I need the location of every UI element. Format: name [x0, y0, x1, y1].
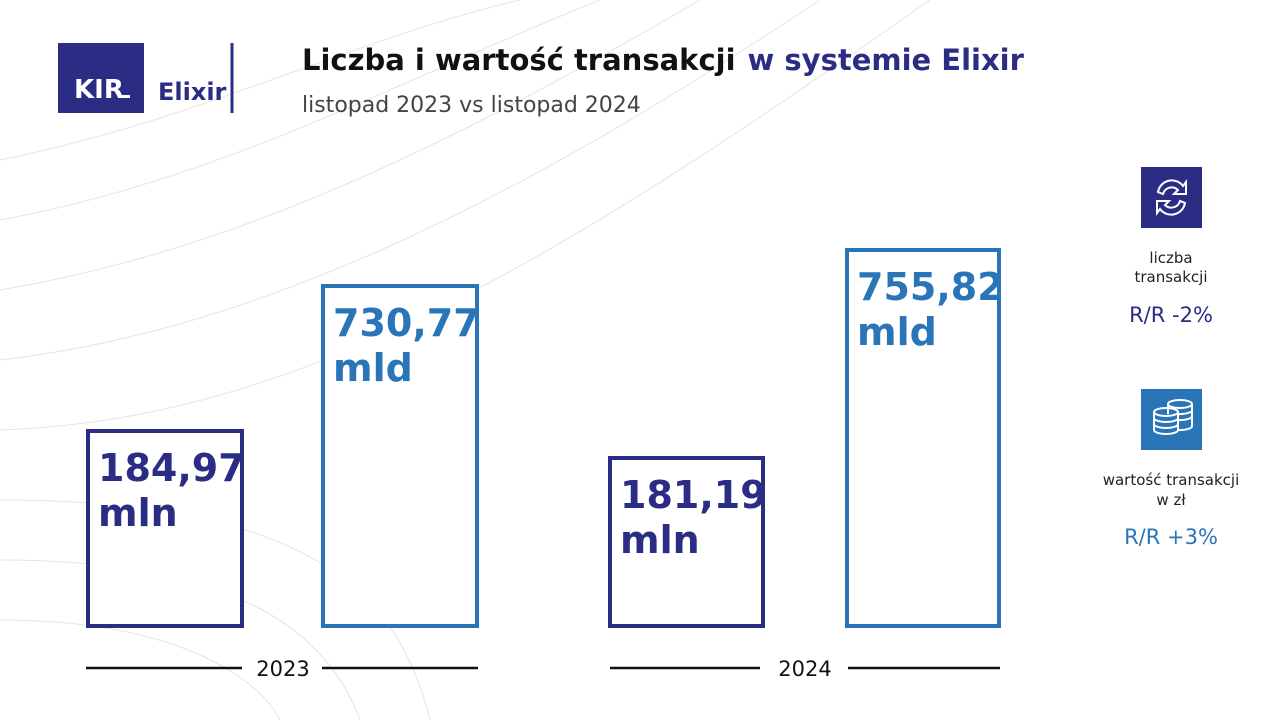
title: Liczba i wartość transakcji w systemie El… — [302, 43, 1025, 77]
icon-transfer — [1141, 167, 1202, 228]
legend-change: R/R +3% — [1124, 525, 1218, 549]
legend-label: wartość transakcji — [1103, 471, 1240, 489]
logo-underscore — [118, 95, 130, 98]
value-number: 730,77 — [333, 301, 480, 345]
value-unit: mln — [620, 518, 700, 562]
icon-transfer-arrows — [1156, 179, 1187, 216]
value-box — [608, 456, 765, 628]
legend-label: liczba — [1149, 249, 1192, 267]
legend-label: transakcji — [1134, 268, 1207, 286]
subtitle: listopad 2023 vs listopad 2024 — [302, 93, 641, 118]
value-unit: mld — [857, 310, 937, 354]
logo-box — [58, 43, 144, 113]
logo-product: Elixir — [158, 78, 227, 106]
value-box — [845, 248, 1001, 628]
value-box — [321, 284, 479, 628]
icon-coins-stack — [1153, 399, 1193, 435]
logo-brand: KIR — [74, 75, 124, 105]
value-number: 755,82 — [857, 265, 1004, 309]
year-label: 2023 — [256, 657, 309, 681]
title-highlight: w systemie Elixir — [748, 43, 1025, 77]
value-unit: mld — [333, 346, 413, 390]
title-main: Liczba i wartość transakcji — [302, 43, 736, 77]
value-unit: mln — [98, 491, 178, 535]
value-box — [86, 429, 244, 628]
legend-label: w zł — [1156, 491, 1186, 509]
value-number: 184,97 — [98, 446, 245, 490]
value-number: 181,19 — [620, 473, 767, 517]
year-label: 2024 — [778, 657, 831, 681]
legend-change: R/R -2% — [1129, 303, 1213, 327]
